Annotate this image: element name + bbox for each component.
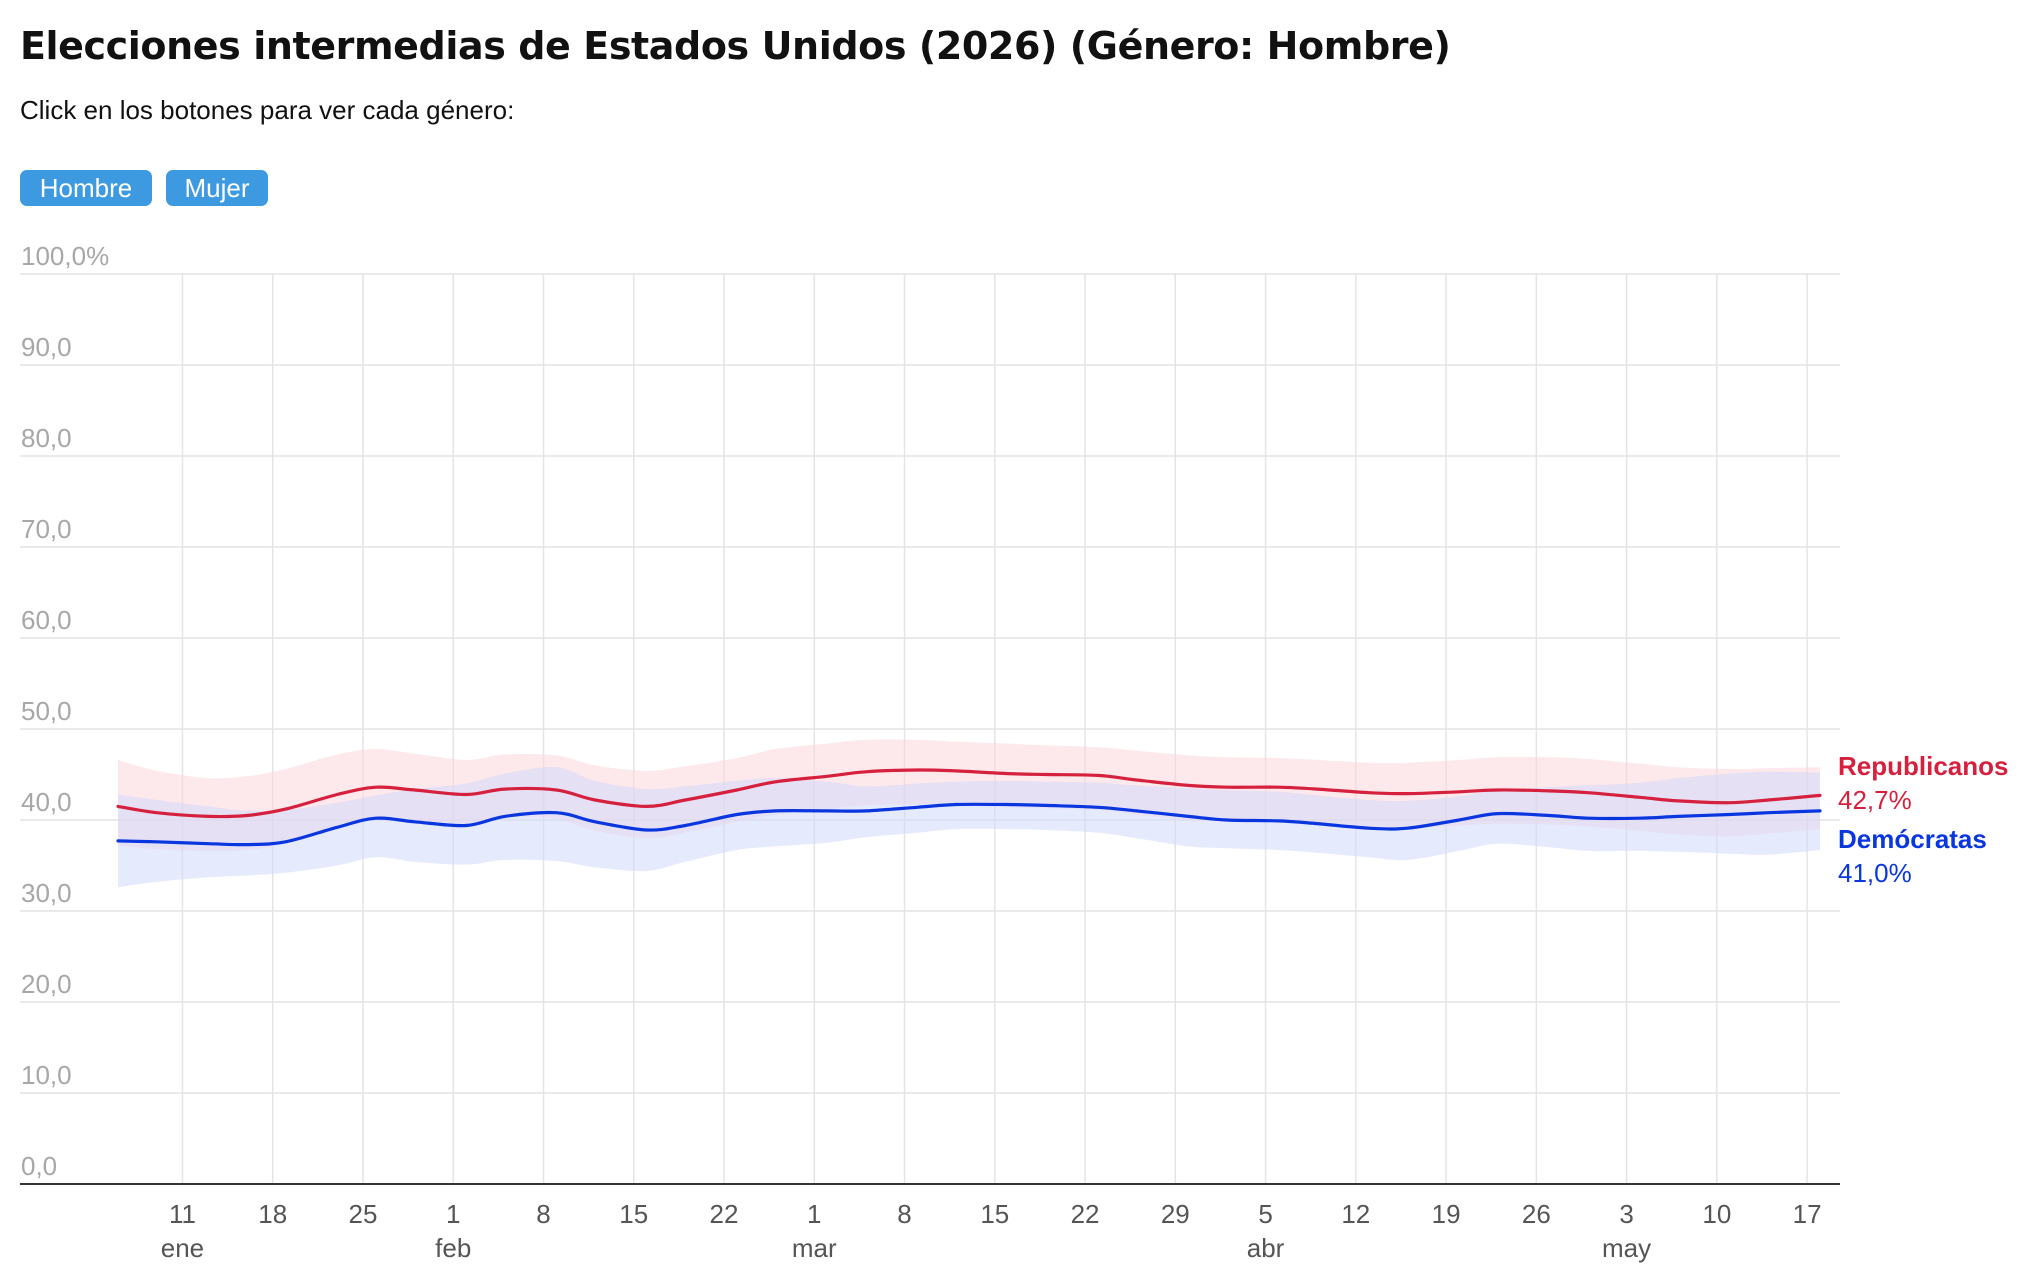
confidence-band — [118, 767, 1820, 888]
series-value-label: 41,0% — [1838, 858, 1912, 888]
confidence-bands — [118, 739, 1820, 888]
month-label: ene — [161, 1233, 204, 1263]
series-line — [116, 768, 1822, 819]
x-tick-label: 22 — [710, 1199, 739, 1229]
y-tick-label: 70,0 — [21, 514, 72, 544]
hombre-button[interactable]: Hombre — [20, 170, 152, 206]
x-tick-label: 22 — [1071, 1199, 1100, 1229]
series-lines — [116, 768, 1822, 847]
month-label: may — [1602, 1233, 1651, 1263]
series-value-label: 42,7% — [1838, 785, 1912, 815]
y-tick-label: 10,0 — [21, 1060, 72, 1090]
month-label: feb — [435, 1233, 471, 1263]
x-tick-label: 11 — [169, 1199, 196, 1229]
y-tick-label: 60,0 — [21, 605, 72, 635]
page-title: Elecciones intermedias de Estados Unidos… — [20, 24, 1451, 68]
y-tick-label: 30,0 — [21, 878, 72, 908]
y-tick-label: 0,0 — [21, 1151, 57, 1181]
x-tick-label: 12 — [1341, 1199, 1370, 1229]
x-tick-label: 15 — [619, 1199, 648, 1229]
y-tick-label: 40,0 — [21, 787, 72, 817]
axes: 100,0%90,080,070,060,050,040,030,020,010… — [20, 241, 1840, 1263]
series-name-label: Republicanos — [1838, 751, 2008, 781]
grid — [20, 273, 1840, 1184]
instructions-text: Click en los botones para ver cada géner… — [20, 95, 515, 125]
y-tick-label: 80,0 — [21, 423, 72, 453]
series-line — [116, 802, 1822, 847]
x-tick-label: 17 — [1793, 1199, 1822, 1229]
y-tick-label: 100,0% — [21, 241, 109, 271]
x-tick-label: 3 — [1619, 1199, 1633, 1229]
x-tick-label: 8 — [897, 1199, 911, 1229]
x-tick-label: 8 — [536, 1199, 550, 1229]
x-tick-label: 29 — [1161, 1199, 1190, 1229]
x-tick-label: 10 — [1702, 1199, 1731, 1229]
x-tick-label: 26 — [1522, 1199, 1551, 1229]
x-tick-label: 15 — [980, 1199, 1009, 1229]
month-label: mar — [792, 1233, 837, 1263]
x-tick-label: 5 — [1258, 1199, 1272, 1229]
y-tick-label: 50,0 — [21, 696, 72, 726]
x-tick-label: 1 — [807, 1199, 821, 1229]
x-tick-label: 18 — [258, 1199, 287, 1229]
x-tick-label: 19 — [1432, 1199, 1461, 1229]
x-tick-label: 1 — [446, 1199, 460, 1229]
y-tick-label: 90,0 — [21, 332, 72, 362]
end-labels: Republicanos 42,7% Demócratas 41,0% — [1838, 751, 2008, 888]
x-tick-label: 25 — [349, 1199, 378, 1229]
y-tick-label: 20,0 — [21, 969, 72, 999]
series-name-label: Demócratas — [1838, 824, 1987, 854]
mujer-button[interactable]: Mujer — [166, 170, 268, 206]
month-label: abr — [1247, 1233, 1285, 1263]
